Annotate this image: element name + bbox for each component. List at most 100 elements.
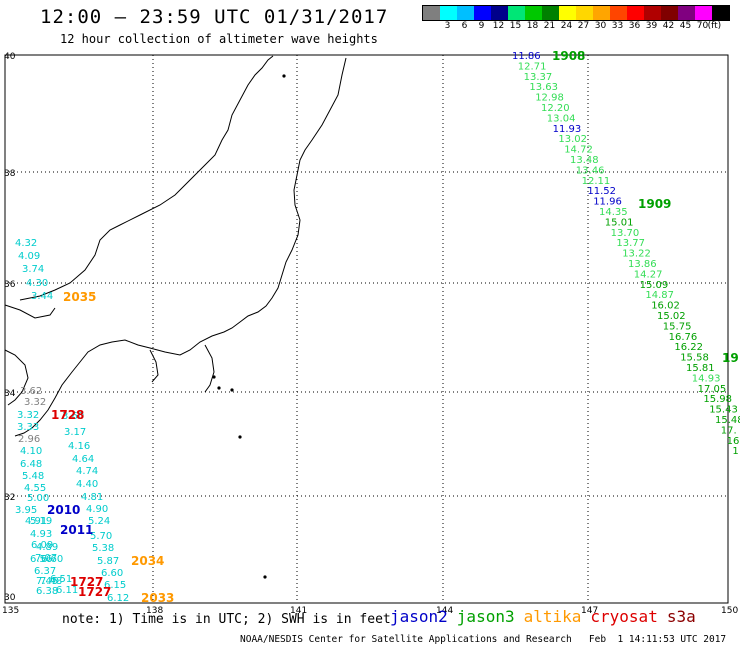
wave-height-value: 5.48 [22, 471, 44, 482]
wave-height-value: 12.71 [518, 61, 547, 72]
wave-height-value: 14.27 [634, 269, 663, 280]
wave-height-value: 13.46 [576, 165, 605, 176]
island [212, 375, 216, 379]
wave-height-value: 6.60 [101, 568, 123, 579]
legend-swatch [593, 6, 610, 20]
legend-swatch [678, 6, 695, 20]
legend-label: 30 [594, 21, 607, 31]
pacific-coastline [14, 57, 347, 437]
legend-label: 33 [611, 21, 624, 31]
wave-height-value: 15.75 [663, 321, 692, 332]
wave-height-value: 16.22 [674, 342, 703, 353]
wave-height-value: 13.70 [611, 228, 640, 239]
satellite-s3a-label: s3a [666, 607, 696, 626]
map-axes: 135 138 141 144 147 150 40 38 36 34 32 30 [2, 52, 738, 616]
x-tick-label: 141 [290, 606, 307, 616]
izu-peninsula [149, 349, 159, 383]
wave-height-value: 14.93 [692, 373, 721, 384]
legend-label: 24 [560, 21, 573, 31]
shikoku-coastline [4, 304, 56, 319]
wave-height-value: 13.77 [616, 238, 645, 249]
wave-height-value: 15.98 [703, 394, 732, 405]
wave-height-value: 7.48 [40, 576, 62, 587]
wave-height-value: 7.07 [35, 553, 57, 564]
wave-height-value: 13.48 [570, 155, 599, 166]
legend-swatch [627, 6, 644, 20]
legend-label: 9 [478, 21, 485, 31]
wave-height-value: 11.96 [593, 197, 622, 208]
wave-height-value: 6.11 [56, 585, 78, 596]
legend-swatch [695, 6, 712, 20]
wave-height-value: 16.02 [651, 301, 680, 312]
y-tick-label: 36 [4, 280, 16, 290]
boso-peninsula [204, 344, 215, 393]
legend-label: 36 [628, 21, 641, 31]
legend-label: 6 [461, 21, 468, 31]
legend-swatch [457, 6, 474, 20]
satellite-altika-label: altika [523, 607, 582, 626]
legend-label: 45 [679, 21, 692, 31]
x-tick-label: 147 [581, 606, 598, 616]
wave-height-value: 15.43 [709, 405, 738, 416]
wave-height-value: 3.32 [24, 397, 46, 408]
wave-height-value: 5.87 [97, 556, 119, 567]
wave-height-value: 15.81 [686, 363, 715, 374]
wave-height-value: 17. [721, 425, 737, 436]
legend-swatch [610, 6, 627, 20]
wave-height-value: 5.70 [90, 531, 112, 542]
legend-label: 3 [444, 21, 451, 31]
wave-height-value: 15.48 [715, 415, 740, 426]
wave-height-value: 1 [732, 446, 738, 457]
map-frame [4, 54, 729, 604]
wave-height-value: 6.56 [30, 554, 52, 565]
legend-label: 42 [662, 21, 675, 31]
coastline [4, 55, 347, 437]
x-tick-label: 150 [721, 606, 738, 616]
wave-height-value: 4.32 [15, 238, 37, 249]
legend-unit: (ft) [707, 21, 722, 31]
legend-swatch [661, 6, 678, 20]
legend-swatch [644, 6, 661, 20]
legend-label: 15 [509, 21, 522, 31]
wave-height-value: 6.09 [31, 540, 53, 551]
wave-height-value: 14.87 [645, 290, 674, 301]
wave-height-value: 5.00 [27, 493, 49, 504]
islands [212, 74, 286, 579]
chart-title: 12:00 – 23:59 UTC 01/31/2017 [40, 6, 389, 28]
island [263, 575, 267, 579]
satellite-jason2-label: jason2 [390, 607, 448, 626]
wave-height-value: 12.20 [541, 103, 570, 114]
wave-height-value: 3.95 [15, 505, 37, 516]
color-scale-labels: 3 6 9 12 15 18 21 24 27 30 33 36 39 42 45 70 (ft) [422, 21, 728, 33]
wave-height-value: 6.37 [34, 566, 56, 577]
map-grid [5, 55, 728, 603]
y-tick-label: 38 [4, 169, 16, 179]
footer-note: note: 1) Time is in UTC; 2) SWH is in fe… [62, 612, 391, 627]
wave-height-value: 4.64 [72, 454, 94, 465]
legend-swatch [508, 6, 525, 20]
legend-label: 21 [543, 21, 556, 31]
pass-time-label: 19 [722, 351, 739, 365]
wave-height-value: 4.93 [30, 529, 52, 540]
pass-time-label: 1909 [638, 197, 671, 211]
y-tick-label: 34 [4, 389, 16, 399]
west-track-values: 4.324.093.744.303.443.623.323.323.332.96… [15, 238, 174, 605]
wave-height-value: 3.62 [20, 386, 42, 397]
y-tick-label: 32 [4, 493, 15, 503]
island [282, 74, 286, 78]
wave-height-value: 4.40 [76, 479, 98, 490]
pass-time-label: 1908 [552, 49, 585, 63]
wave-height-value: 15.09 [640, 280, 669, 291]
wave-height-value: 3.33 [17, 422, 39, 433]
wave-height-value: 15.02 [657, 311, 686, 322]
wave-height-value: 4.74 [76, 466, 98, 477]
wave-height-value: 13.04 [547, 113, 576, 124]
wave-height-value: 11.52 [587, 186, 616, 197]
y-tick-label: 30 [4, 593, 16, 603]
footer-credit: NOAA/NESDIS Center for Satellite Applica… [240, 634, 727, 645]
wave-height-value: 6.60 [41, 554, 63, 565]
pass-time-label: 2034 [131, 554, 164, 568]
color-scale-legend [422, 5, 730, 21]
wave-height-value: 3.44 [31, 291, 53, 302]
